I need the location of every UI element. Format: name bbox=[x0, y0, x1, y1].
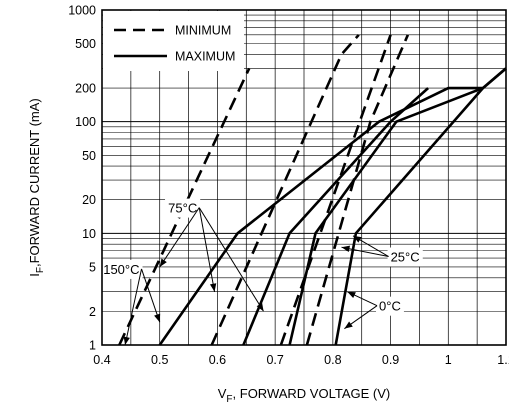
temperature-label: 0°C bbox=[379, 299, 401, 314]
axis-title-subscript: F bbox=[35, 267, 46, 273]
label-background bbox=[100, 259, 143, 279]
legend-label: MAXIMUM bbox=[175, 50, 235, 64]
x-tick-label: 0.4 bbox=[93, 353, 110, 367]
maximum-curve-25c bbox=[288, 86, 484, 346]
y-tick-label: 1000 bbox=[68, 4, 96, 18]
axis-title-text: ,FORWARD CURRENT (mA) bbox=[27, 98, 42, 267]
axis-title-subscript: F bbox=[226, 394, 232, 405]
tick-labels: 0.4 0.5 0.6 0.7 0.8 0.9 1 1.1 1 2 5 10 20 50 100 200 500… bbox=[68, 4, 509, 368]
annotation-arrowhead bbox=[209, 283, 217, 292]
x-tick-label: 0.8 bbox=[324, 353, 341, 367]
y-tick-label: 5 bbox=[89, 260, 96, 274]
y-tick-label: 1 bbox=[89, 339, 96, 353]
y-tick-label: 500 bbox=[75, 37, 96, 51]
annotation-arrowhead bbox=[344, 321, 353, 329]
annotation-leader bbox=[198, 207, 265, 312]
y-tick-label: 100 bbox=[75, 115, 96, 129]
annotation-arrowhead bbox=[123, 336, 130, 345]
annotation-arrowhead bbox=[347, 291, 356, 299]
y-tick-label: 200 bbox=[75, 82, 96, 96]
x-tick-label: 1.1 bbox=[497, 353, 509, 367]
y-tick-label: 10 bbox=[82, 227, 96, 241]
axis-title-text: , FORWARD VOLTAGE (V) bbox=[233, 386, 391, 401]
x-tick-label: 0.5 bbox=[151, 353, 168, 367]
annotation-arrowhead bbox=[353, 235, 362, 243]
x-axis-title: VF, FORWARD VOLTAGE (V) bbox=[218, 386, 390, 405]
legend-box bbox=[103, 11, 244, 71]
label-background bbox=[165, 198, 201, 218]
maximum-curve-75c bbox=[242, 87, 429, 346]
label-background bbox=[376, 296, 404, 316]
x-tick-label: 1 bbox=[445, 353, 452, 367]
legend-label: MINIMUM bbox=[175, 24, 231, 38]
annotation-arrowhead bbox=[154, 313, 161, 323]
minimum-curve-0c bbox=[305, 34, 410, 346]
label-background bbox=[387, 247, 423, 267]
x-tick-label: 0.6 bbox=[209, 353, 226, 367]
annotation-arrowhead bbox=[159, 258, 167, 267]
temperature-annotations: 75°C 150°C 25°C 0°C bbox=[100, 198, 423, 346]
y-tick-label: 20 bbox=[82, 193, 96, 207]
annotation-leader bbox=[198, 207, 216, 292]
legend: MINIMUM MAXIMUM bbox=[103, 11, 244, 71]
annotation-leader bbox=[141, 268, 161, 323]
plot-grid bbox=[102, 10, 506, 345]
annotation-arrowhead bbox=[256, 302, 264, 312]
annotation-leader bbox=[159, 207, 200, 268]
x-tick-label: 0.9 bbox=[382, 353, 399, 367]
minimum-curve-75c bbox=[210, 33, 360, 346]
y-tick-label: 50 bbox=[82, 149, 96, 163]
axis-title-symbol: I bbox=[27, 273, 42, 277]
y-tick-label: 2 bbox=[89, 305, 96, 319]
temperature-label: 75°C bbox=[168, 201, 197, 216]
plot-frame bbox=[101, 9, 507, 346]
x-tick-label: 0.7 bbox=[266, 353, 283, 367]
annotation-leader bbox=[124, 268, 143, 346]
axis-title-symbol: V bbox=[218, 386, 227, 401]
minimum-curve-25c bbox=[279, 34, 392, 346]
maximum-curve-0c bbox=[334, 67, 507, 346]
temperature-label: 25°C bbox=[391, 250, 420, 265]
temperature-label: 150°C bbox=[103, 262, 139, 277]
y-axis-title: IF,FORWARD CURRENT (mA) bbox=[27, 98, 46, 277]
annotation-arrowhead bbox=[341, 245, 350, 252]
